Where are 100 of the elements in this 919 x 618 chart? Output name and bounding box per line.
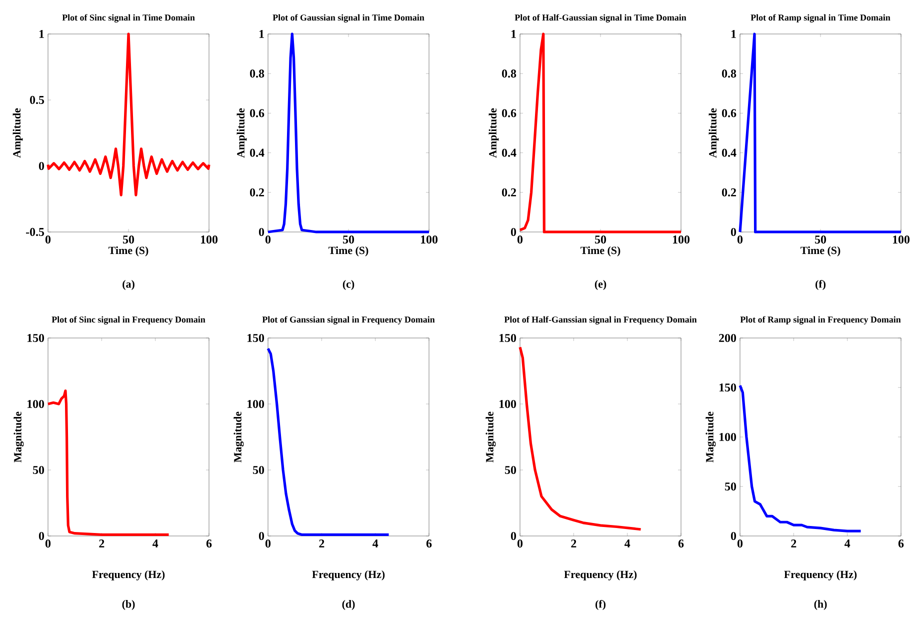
y-tick-label: 0.2 xyxy=(722,188,736,196)
x-tick-label: 0 xyxy=(737,236,743,244)
text: (a) xyxy=(122,280,134,290)
y-tick-label: 100 xyxy=(720,432,736,442)
chart-title: Plot of Sinc signal in Time Domain xyxy=(62,14,195,22)
y-tick-label: 0 xyxy=(510,532,516,540)
y-axis-title: Amplitude xyxy=(12,108,23,158)
x-tick-label: 6 xyxy=(426,539,432,548)
x-axis-title: Time (S) xyxy=(108,246,148,256)
text: (h) xyxy=(814,600,827,610)
y-axis-title: Magnitude xyxy=(14,412,24,462)
y-tick-label: 0 xyxy=(730,228,736,236)
x-axis-title: Frequency (Hz) xyxy=(784,570,857,580)
y-tick-label: 1 xyxy=(731,30,736,38)
line-series xyxy=(46,389,170,536)
chart-title: Plot of Sinc signal in Frequency Domain xyxy=(52,316,206,324)
y-tick-label: 50 xyxy=(505,466,516,474)
x-tick-label: 0 xyxy=(265,540,271,548)
y-tick-label: 100 xyxy=(248,400,264,408)
x-tick-label: 50 xyxy=(595,236,606,244)
x-tick-label: 2 xyxy=(319,539,324,548)
x-axis-title: Time (S) xyxy=(328,246,368,256)
text: (b) xyxy=(122,600,135,610)
x-tick-label: 6 xyxy=(898,539,904,548)
line-series xyxy=(738,384,862,532)
y-tick-label: 0 xyxy=(730,532,736,540)
y-tick-label: 0.2 xyxy=(250,188,264,196)
x-tick-label: 100 xyxy=(420,236,438,244)
x-axis-title: Time (S) xyxy=(800,246,840,256)
y-tick-label: 0.6 xyxy=(722,109,736,118)
x-tick-label: 50 xyxy=(815,236,826,244)
y-tick-label: 0.4 xyxy=(722,148,736,157)
y-tick-label: 1 xyxy=(39,30,44,38)
y-axis-title: Magnitude xyxy=(486,412,496,462)
x-tick-label: 2 xyxy=(99,539,104,548)
x-tick-label: 4 xyxy=(624,539,630,548)
y-axis-title: Amplitude xyxy=(236,108,247,158)
x-tick-label: 0 xyxy=(517,540,523,548)
y-tick-label: 0.2 xyxy=(502,188,516,196)
y-tick-label: 50 xyxy=(253,466,264,474)
y-tick-label: 0.6 xyxy=(250,109,264,118)
x-tick-label: 4 xyxy=(372,539,378,548)
y-tick-label: 200 xyxy=(719,334,736,342)
text: (f) xyxy=(816,280,826,290)
y-tick-label: 0 xyxy=(38,532,44,540)
y-tick-label: 150 xyxy=(720,383,736,392)
y-tick-label: 100 xyxy=(28,400,44,408)
y-tick-label: 50 xyxy=(725,482,736,491)
x-tick-label: 0 xyxy=(517,236,523,244)
chart-title: Plot of Ramp signal in Frequency Domain xyxy=(740,316,901,324)
y-tick-label: 0.4 xyxy=(502,148,516,157)
x-tick-label: 0 xyxy=(45,236,51,244)
line-series xyxy=(518,346,642,531)
y-tick-label: 0.5 xyxy=(30,96,44,104)
y-tick-label: 150 xyxy=(248,334,264,342)
x-axis-title: Frequency (Hz) xyxy=(564,570,637,580)
y-tick-label: 0 xyxy=(258,228,264,236)
y-tick-label: 0.6 xyxy=(502,109,516,118)
text: (c) xyxy=(342,280,354,290)
y-tick-label: 0.8 xyxy=(250,70,264,78)
x-tick-label: 2 xyxy=(571,539,576,548)
x-tick-label: 0 xyxy=(45,540,51,548)
x-axis-title: Time (S) xyxy=(580,246,620,256)
y-tick-label: 0 xyxy=(258,532,264,540)
line-series xyxy=(266,32,430,234)
x-tick-label: 0 xyxy=(737,540,743,548)
x-tick-label: 0 xyxy=(265,236,271,244)
y-tick-label: 150 xyxy=(28,334,44,342)
chart-title: Plot of Gaussian signal in Time Domain xyxy=(272,14,424,22)
x-tick-label: 4 xyxy=(152,539,158,548)
text: (e) xyxy=(594,280,606,290)
y-axis-title: Magnitude xyxy=(706,412,716,462)
y-axis-title: Amplitude xyxy=(488,108,499,158)
y-axis-title: Amplitude xyxy=(708,108,719,158)
chart-title: Plot of Half-Gaussian signal in Time Domain xyxy=(514,14,686,22)
text: (f) xyxy=(596,600,606,610)
y-tick-label: 0.8 xyxy=(722,70,736,78)
chart-title: Plot of Ganssian signal in Frequency Domain xyxy=(262,316,435,324)
text: (d) xyxy=(342,600,355,610)
x-tick-label: 2 xyxy=(791,539,796,548)
line-series xyxy=(46,32,210,196)
x-tick-label: 100 xyxy=(672,236,690,244)
y-tick-label: -0.5 xyxy=(26,228,44,236)
x-tick-label: 4 xyxy=(844,539,850,548)
y-tick-label: 1 xyxy=(511,30,516,38)
x-tick-label: 100 xyxy=(200,236,218,244)
y-tick-label: 50 xyxy=(33,466,44,474)
y-tick-label: 0 xyxy=(510,228,516,236)
y-tick-label: 150 xyxy=(500,334,516,342)
x-tick-label: 50 xyxy=(343,236,354,244)
y-tick-label: 1 xyxy=(259,30,264,38)
y-tick-label: 0 xyxy=(38,162,44,170)
x-tick-label: 100 xyxy=(893,236,910,244)
x-tick-label: 6 xyxy=(678,539,684,548)
x-tick-label: 50 xyxy=(123,236,134,244)
chart-title: Plot of Ramp signal in Time Domain xyxy=(750,14,890,22)
x-axis-title: Frequency (Hz) xyxy=(312,570,385,580)
y-axis-title: Magnitude xyxy=(234,412,244,462)
y-tick-label: 0.8 xyxy=(502,70,516,78)
x-axis-title: Frequency (Hz) xyxy=(92,570,165,580)
